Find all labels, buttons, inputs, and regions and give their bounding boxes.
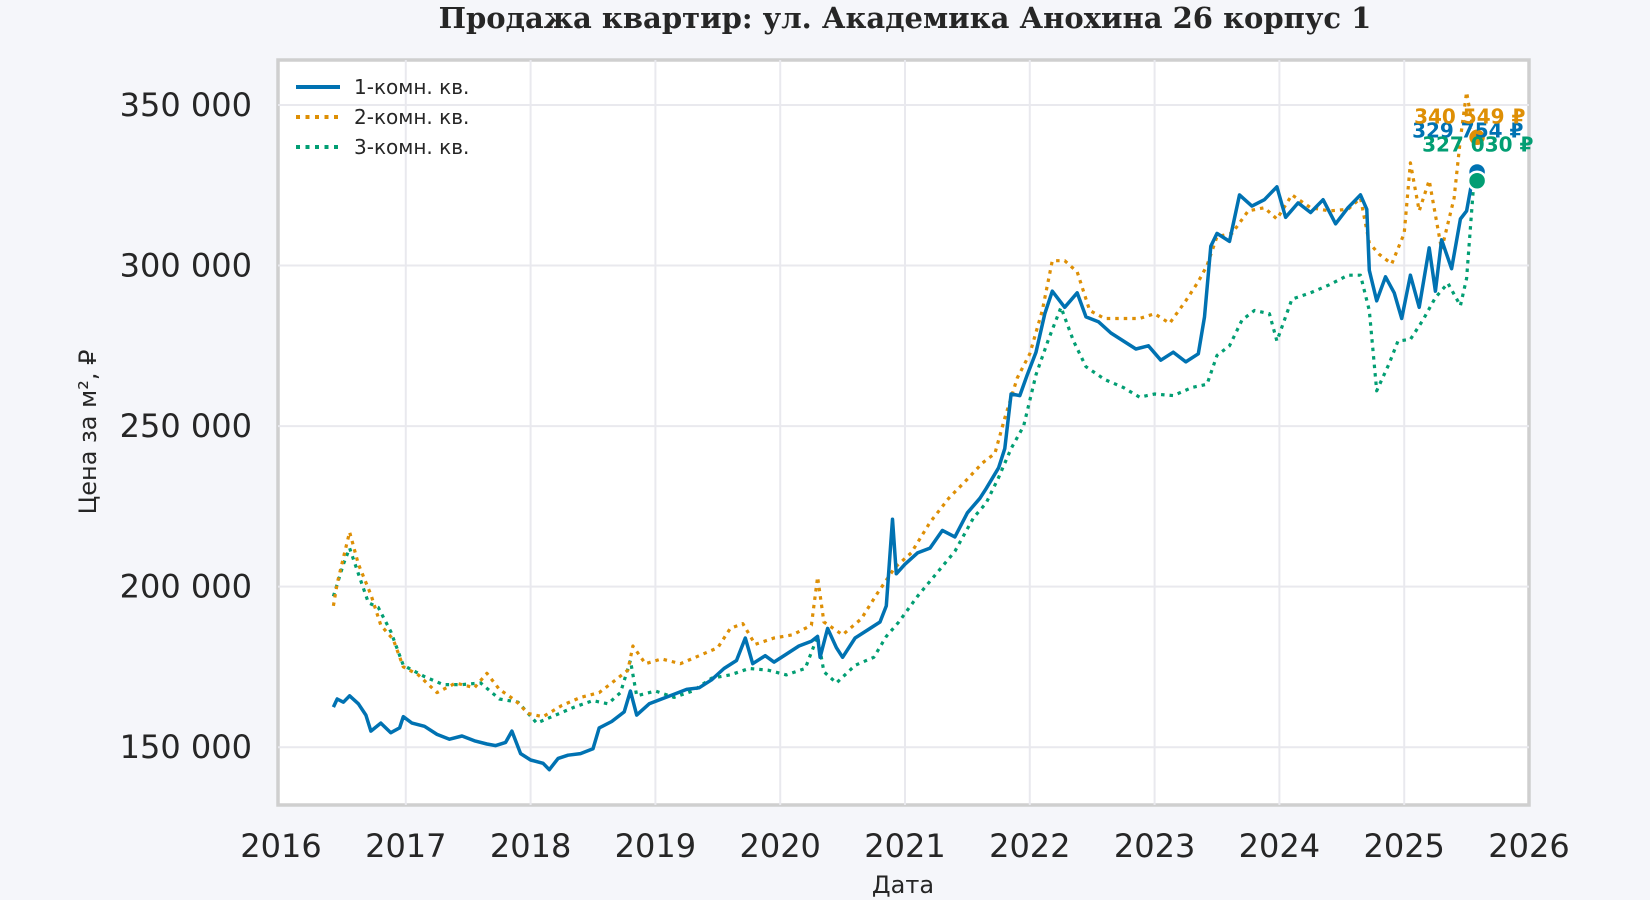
series-lines [331, 90, 1476, 772]
y-tick-label: 300 000 [120, 247, 252, 285]
y-tick-label: 200 000 [120, 568, 252, 606]
x-tick-label: 2021 [864, 827, 945, 865]
x-tick-label: 2017 [365, 827, 446, 865]
x-tick-label: 2018 [490, 827, 571, 865]
legend-label: 1-комн. кв. [354, 75, 469, 99]
end-markers [1466, 127, 1488, 191]
x-tick-label: 2025 [1363, 827, 1444, 865]
x-tick-label: 2019 [615, 827, 696, 865]
end-marker [1466, 170, 1488, 191]
legend-label: 3-комн. кв. [354, 135, 469, 159]
legend-label: 2-комн. кв. [354, 105, 469, 129]
series-line-3k [331, 178, 1476, 725]
chart-title: Продажа квартир: ул. Академика Анохина 2… [439, 1, 1372, 35]
grid-lines [278, 60, 1529, 805]
x-tick-label: 2016 [240, 827, 321, 865]
end-value-label: 329 754 ₽ [1412, 118, 1523, 142]
y-tick-labels: 150 000 200 000 250 000 300 000 350 000 [120, 86, 252, 766]
y-tick-label: 350 000 [120, 86, 252, 124]
y-axis-label: Цена за м², ₽ [74, 350, 102, 515]
end-marker [1466, 127, 1488, 148]
x-tick-label: 2026 [1488, 827, 1569, 865]
x-tick-label: 2020 [739, 827, 820, 865]
end-labels: 329 754 ₽340 549 ₽ 327 030 ₽ [1412, 104, 1533, 156]
x-tick-labels: 2016 2017 2018 2019 2020 2021 2022 2023 2024 2025… [240, 827, 1569, 865]
legend: 1-комн. кв. 2-комн. кв. 3-комн. кв. [296, 75, 469, 159]
end-value-label: 340 549 ₽ [1414, 104, 1525, 128]
x-axis-label: Дата [872, 871, 934, 899]
y-tick-label: 150 000 [120, 728, 252, 766]
y-tick-label: 250 000 [120, 407, 252, 445]
plot-area [276, 58, 1531, 807]
end-value-label: 327 030 ₽ [1422, 132, 1533, 156]
series-line-1k [331, 169, 1476, 772]
x-tick-label: 2022 [989, 827, 1070, 865]
x-tick-label: 2023 [1114, 827, 1195, 865]
x-tick-label: 2024 [1239, 827, 1320, 865]
